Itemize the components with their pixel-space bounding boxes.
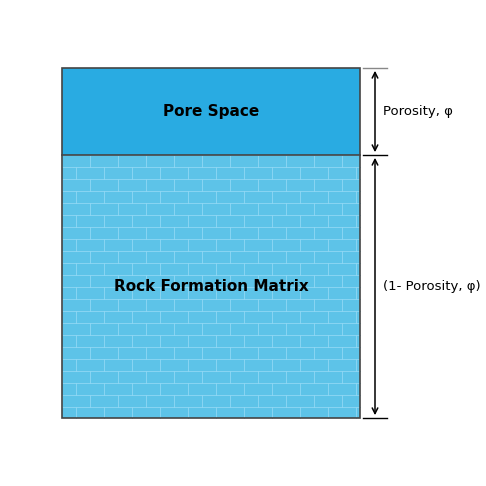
Text: (1- Porosity, φ): (1- Porosity, φ)	[383, 280, 481, 293]
Text: Porosity, φ: Porosity, φ	[383, 105, 453, 118]
Text: Rock Formation Matrix: Rock Formation Matrix	[114, 279, 309, 294]
Bar	[62, 68, 360, 418]
Bar	[62, 155, 360, 418]
Bar	[62, 68, 360, 155]
Text: Pore Space: Pore Space	[163, 104, 259, 119]
